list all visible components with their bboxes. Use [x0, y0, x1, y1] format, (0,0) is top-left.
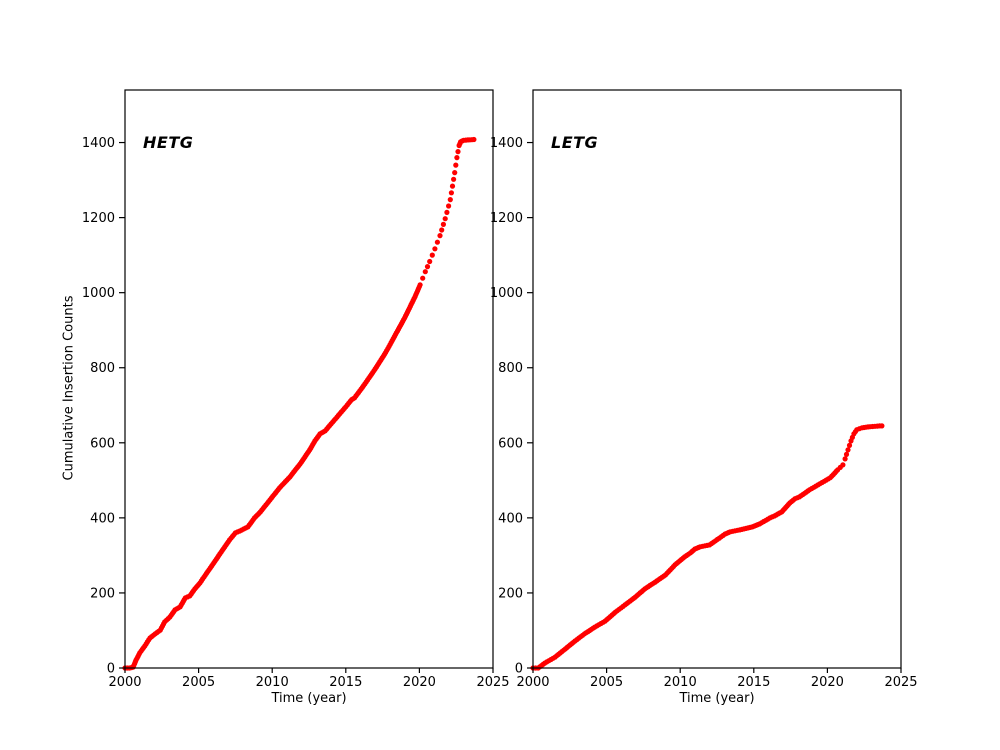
y-tick-label: 800	[90, 361, 115, 376]
data-point	[840, 462, 846, 468]
y-tick-label: 1000	[82, 286, 115, 301]
plot-letg: 2000 2005 2010 2015 2020 2025 0 200 400 600 800 100…	[490, 89, 918, 690]
plot-hetg: 2000 2005 2010 2015 2020 2025 0 200 400 600 800 100…	[82, 89, 510, 690]
data-point	[420, 275, 426, 281]
x-axis-label-hetg: Time (year)	[271, 691, 347, 706]
y-tick-label: 1400	[82, 136, 115, 151]
data-point	[437, 233, 443, 239]
data-point	[444, 209, 450, 215]
data-point	[447, 197, 453, 203]
y-tick-label: 1200	[490, 211, 523, 226]
y-tick-label: 1200	[82, 211, 115, 226]
data-point	[432, 246, 438, 252]
y-tick-label: 1400	[490, 136, 523, 151]
data-point	[453, 162, 459, 168]
y-tick-label: 0	[515, 662, 523, 677]
y-tick-label: 1000	[490, 286, 523, 301]
y-tick-label: 200	[90, 586, 115, 601]
x-tick-label: 2005	[182, 675, 215, 690]
plot-title-letg: LETG	[551, 133, 599, 152]
data-point	[446, 203, 452, 209]
x-tick-label: 2015	[329, 675, 362, 690]
data-point	[843, 451, 850, 457]
y-tick-label: 400	[498, 511, 523, 526]
data-point	[442, 216, 448, 222]
data-point	[427, 258, 433, 265]
x-tick-label: 2005	[590, 675, 623, 690]
y-axis-label: Cumulative Insertion Counts	[61, 295, 77, 481]
x-tick-label: 2025	[884, 675, 917, 690]
y-tick-label: 600	[90, 436, 115, 451]
data-point	[424, 264, 431, 270]
data-point	[451, 176, 457, 182]
data-point	[439, 227, 445, 233]
x-tick-label: 2000	[516, 675, 549, 690]
x-tick-label: 2010	[664, 675, 697, 690]
x-tick-label: 2015	[737, 675, 770, 690]
data-point	[440, 221, 446, 227]
y-tick-label: 800	[498, 361, 523, 376]
data-point	[448, 190, 454, 196]
x-tick-label: 2020	[403, 675, 436, 690]
x-tick-label: 2010	[256, 675, 289, 690]
axes-frame	[532, 89, 902, 669]
x-tick-label: 2000	[108, 675, 141, 690]
data-point	[846, 442, 853, 448]
x-tick-label: 2020	[811, 675, 844, 690]
data-point	[452, 170, 458, 176]
data-point	[454, 155, 460, 161]
data-point	[842, 456, 848, 462]
axes-frame	[124, 89, 494, 669]
data-point	[417, 282, 423, 288]
y-tick-label: 0	[107, 662, 115, 677]
data-point	[455, 149, 461, 155]
plot-title-hetg: HETG	[143, 133, 194, 152]
data-point	[471, 136, 477, 143]
x-tick-label: 2025	[476, 675, 509, 690]
y-tick-label: 600	[498, 436, 523, 451]
y-tick-label: 400	[90, 511, 115, 526]
data-point	[845, 447, 851, 453]
data-point	[429, 252, 435, 258]
data-point	[434, 239, 440, 245]
data-point	[422, 269, 428, 275]
x-axis-label-letg: Time (year)	[679, 691, 755, 706]
data-point	[449, 183, 456, 189]
data-point	[879, 423, 885, 429]
y-tick-label: 200	[498, 586, 523, 601]
